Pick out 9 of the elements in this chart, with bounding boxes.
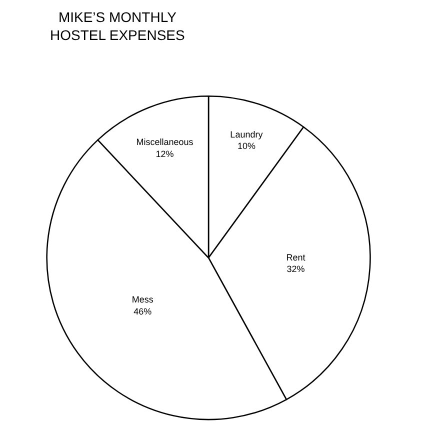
slice-label: Miscellaneous bbox=[136, 137, 194, 148]
slice-label: Mess bbox=[132, 294, 154, 305]
slice-label: Laundry bbox=[230, 130, 264, 140]
chart-title: MIKE’S MONTHLY HOSTEL EXPENSES bbox=[50, 9, 185, 44]
data-label: 12% bbox=[156, 148, 174, 159]
slice-label: Rent bbox=[286, 252, 306, 262]
data-label: 10% bbox=[237, 141, 256, 152]
data-label: 46% bbox=[134, 306, 152, 316]
data-label: 32% bbox=[286, 264, 305, 274]
